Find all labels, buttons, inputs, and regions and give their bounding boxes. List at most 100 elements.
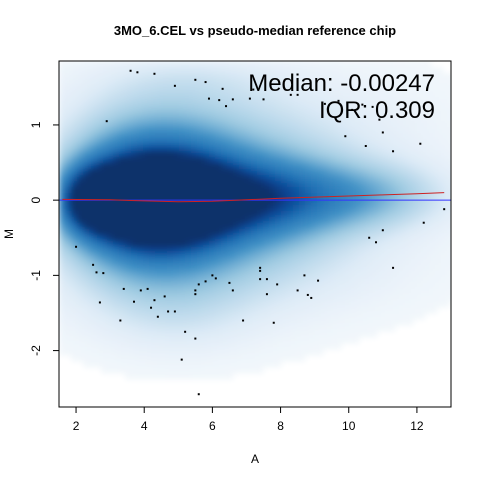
density-cell <box>65 283 72 290</box>
density-cell <box>95 187 102 194</box>
density-cell <box>317 247 324 254</box>
density-cell <box>431 253 438 260</box>
density-cell <box>167 175 174 182</box>
density-cell <box>401 313 408 320</box>
density-cell <box>371 151 378 158</box>
density-cell <box>287 151 294 158</box>
density-cell <box>83 133 90 140</box>
density-cell <box>203 199 210 206</box>
density-cell <box>257 205 264 212</box>
density-cell <box>203 355 210 362</box>
density-cell <box>119 115 126 122</box>
density-cell <box>347 163 354 170</box>
density-cell <box>203 211 210 218</box>
density-cell <box>359 139 366 146</box>
density-cell <box>221 289 228 296</box>
density-cell <box>449 205 451 212</box>
density-cell <box>239 361 246 368</box>
density-cell <box>395 283 402 290</box>
density-cell <box>263 61 270 68</box>
density-cell <box>143 205 150 212</box>
density-cell <box>269 235 276 242</box>
density-cell <box>263 187 270 194</box>
density-cell <box>317 67 324 74</box>
density-cell <box>317 187 324 194</box>
density-cell <box>179 193 186 200</box>
density-cell <box>191 271 198 278</box>
density-cell <box>263 253 270 260</box>
density-cell <box>359 265 366 272</box>
density-cell <box>95 247 102 254</box>
density-cell <box>317 109 324 116</box>
density-cell <box>245 271 252 278</box>
density-cell <box>125 235 132 242</box>
density-cell <box>359 127 366 134</box>
density-cell <box>413 127 420 134</box>
density-cell <box>161 295 168 302</box>
density-cell <box>119 235 126 242</box>
density-cell <box>251 133 258 140</box>
density-cell <box>275 139 282 146</box>
density-cell <box>191 247 198 254</box>
density-cell <box>203 373 210 380</box>
density-cell <box>377 259 384 266</box>
density-cell <box>179 91 186 98</box>
density-cell <box>149 205 156 212</box>
density-cell <box>71 205 78 212</box>
density-cell <box>119 301 126 308</box>
density-cell <box>143 121 150 128</box>
density-cell <box>65 127 72 134</box>
density-cell <box>167 169 174 176</box>
density-cell <box>77 211 84 218</box>
density-cell <box>107 175 114 182</box>
density-cell <box>209 241 216 248</box>
density-cell <box>311 217 318 224</box>
density-cell <box>329 289 336 296</box>
density-cell <box>275 229 282 236</box>
density-cell <box>107 271 114 278</box>
density-cell <box>287 157 294 164</box>
density-cell <box>209 331 216 338</box>
density-cell <box>437 277 444 284</box>
density-cell <box>131 121 138 128</box>
density-cell <box>197 361 204 368</box>
outlier-point <box>225 105 228 108</box>
density-cell <box>335 343 342 350</box>
density-cell <box>101 157 108 164</box>
density-cell <box>119 319 126 326</box>
density-cell <box>89 163 96 170</box>
density-cell <box>329 115 336 122</box>
density-cell <box>143 199 150 206</box>
density-cell <box>155 337 162 344</box>
density-cell <box>89 67 96 74</box>
density-cell <box>107 67 114 74</box>
density-cell <box>329 229 336 236</box>
density-cell <box>449 121 451 128</box>
density-cell <box>221 205 228 212</box>
density-cell <box>245 325 252 332</box>
density-cell <box>245 295 252 302</box>
density-cell <box>353 337 360 344</box>
density-cell <box>395 73 402 80</box>
density-cell <box>83 139 90 146</box>
density-cell <box>155 175 162 182</box>
density-cell <box>83 91 90 98</box>
density-cell <box>383 319 390 326</box>
density-cell <box>317 145 324 152</box>
density-cell <box>329 157 336 164</box>
density-cell <box>263 79 270 86</box>
density-cell <box>95 103 102 110</box>
density-cell <box>101 91 108 98</box>
density-cell <box>167 163 174 170</box>
density-cell <box>179 109 186 116</box>
density-cell <box>203 241 210 248</box>
density-cell <box>149 211 156 218</box>
density-cell <box>227 175 234 182</box>
density-cell <box>107 325 114 332</box>
density-cell <box>167 337 174 344</box>
density-cell <box>311 235 318 242</box>
density-cell <box>95 115 102 122</box>
density-cell <box>365 277 372 284</box>
density-cell <box>281 85 288 92</box>
density-cell <box>161 217 168 224</box>
